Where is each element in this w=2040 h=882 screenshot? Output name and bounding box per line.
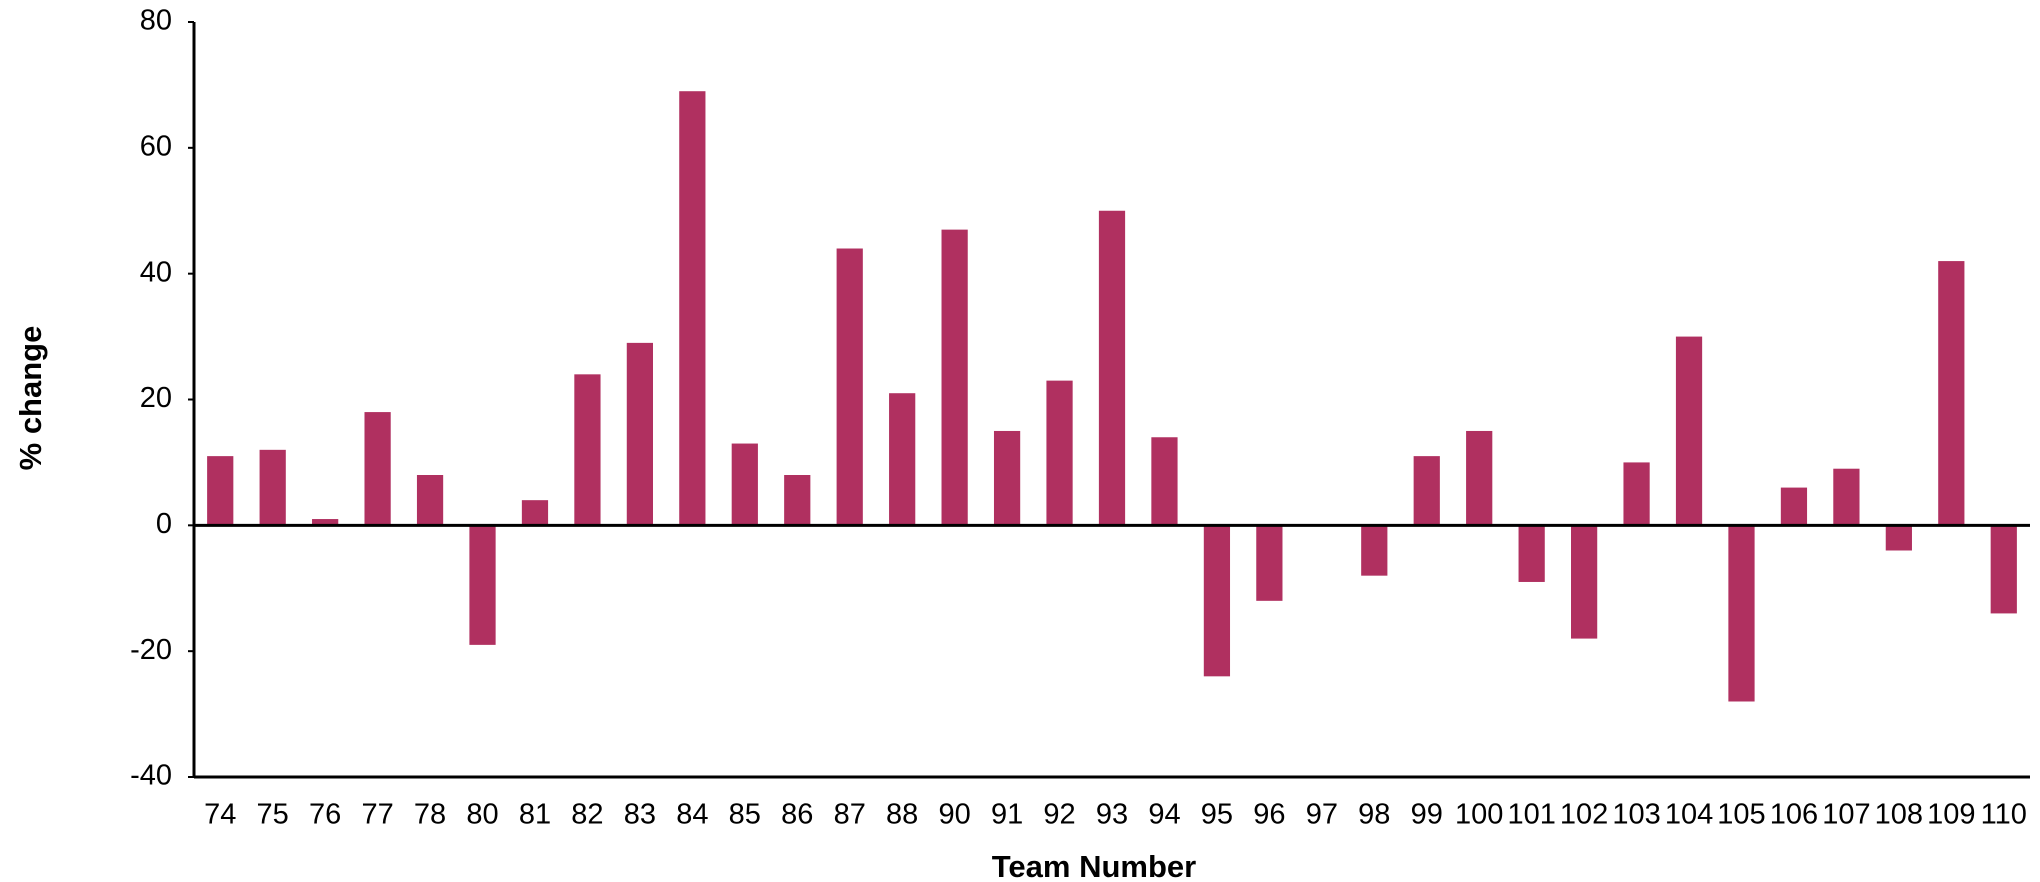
bar [731, 443, 758, 526]
bar [1151, 437, 1178, 526]
bar [1413, 456, 1440, 526]
x-tick-label: 98 [1358, 799, 1390, 831]
bar [1833, 468, 1860, 526]
bar [626, 342, 653, 526]
x-tick-label: 101 [1507, 799, 1555, 831]
x-tick-label: 94 [1148, 799, 1180, 831]
x-tick-label: 109 [1927, 799, 1975, 831]
bar [941, 229, 968, 526]
y-tick-label: 60 [140, 130, 172, 162]
bar [207, 456, 234, 526]
bar [1623, 462, 1650, 526]
y-tick-label: 0 [156, 508, 172, 540]
x-tick-label: 97 [1306, 799, 1338, 831]
x-tick-label: 82 [571, 799, 603, 831]
x-tick-label: 102 [1560, 799, 1608, 831]
x-tick-label: 96 [1253, 799, 1285, 831]
y-tick-label: 40 [140, 256, 172, 288]
x-tick-label: 83 [624, 799, 656, 831]
x-tick-label: 91 [991, 799, 1023, 831]
bar [1256, 525, 1283, 601]
bar [1990, 525, 2017, 614]
x-tick-label: 76 [309, 799, 341, 831]
x-tick-label: 110 [1981, 799, 2027, 831]
x-tick-label: 92 [1043, 799, 1075, 831]
bar [993, 430, 1021, 526]
bar [259, 449, 286, 526]
x-tick-label: 105 [1717, 799, 1765, 831]
y-axis-title: % change [13, 326, 48, 471]
bar [1361, 525, 1388, 576]
bar [364, 412, 391, 526]
y-tick-label: 80 [140, 5, 172, 37]
x-tick-label: 99 [1411, 799, 1443, 831]
x-tick-label: 75 [257, 799, 289, 831]
bar [1780, 487, 1808, 526]
bar [889, 393, 916, 526]
x-tick-label: 104 [1665, 799, 1713, 831]
x-tick-label: 108 [1875, 799, 1923, 831]
x-tick-label: 90 [938, 799, 970, 831]
bar [469, 525, 496, 645]
bar [836, 248, 863, 526]
bar [574, 374, 601, 526]
bar [416, 475, 444, 526]
bar [521, 500, 549, 526]
y-tick-label: -40 [130, 760, 172, 792]
x-tick-label: 103 [1612, 799, 1660, 831]
bar [1046, 380, 1073, 526]
x-tick-label: 106 [1770, 799, 1818, 831]
x-tick-label: 86 [781, 799, 813, 831]
bar [1571, 525, 1598, 639]
bar [312, 519, 339, 526]
y-tick-label: 20 [140, 382, 172, 414]
x-tick-label: 80 [466, 799, 498, 831]
bar [679, 91, 706, 526]
x-axis-title: Team Number [992, 849, 1196, 882]
x-tick-label: 84 [676, 799, 708, 831]
x-tick-label: 95 [1201, 799, 1233, 831]
x-tick-label: 107 [1822, 799, 1870, 831]
x-tick-label: 93 [1096, 799, 1128, 831]
bar [1518, 525, 1545, 582]
x-tick-label: 88 [886, 799, 918, 831]
bar [784, 475, 811, 526]
x-tick-label: 87 [834, 799, 866, 831]
bar [1728, 525, 1755, 702]
bar [1098, 210, 1126, 526]
bar [1203, 525, 1231, 677]
bar [1675, 336, 1703, 526]
x-tick-label: 81 [519, 799, 551, 831]
x-tick-label: 74 [204, 799, 236, 831]
bar [1885, 525, 1912, 551]
x-tick-label: 85 [729, 799, 761, 831]
x-tick-label: 77 [361, 799, 393, 831]
x-tick-label: 78 [414, 799, 446, 831]
y-tick-label: -20 [130, 634, 172, 666]
bar [1466, 430, 1493, 526]
x-tick-label: 100 [1455, 799, 1503, 831]
bar [1938, 261, 1965, 526]
